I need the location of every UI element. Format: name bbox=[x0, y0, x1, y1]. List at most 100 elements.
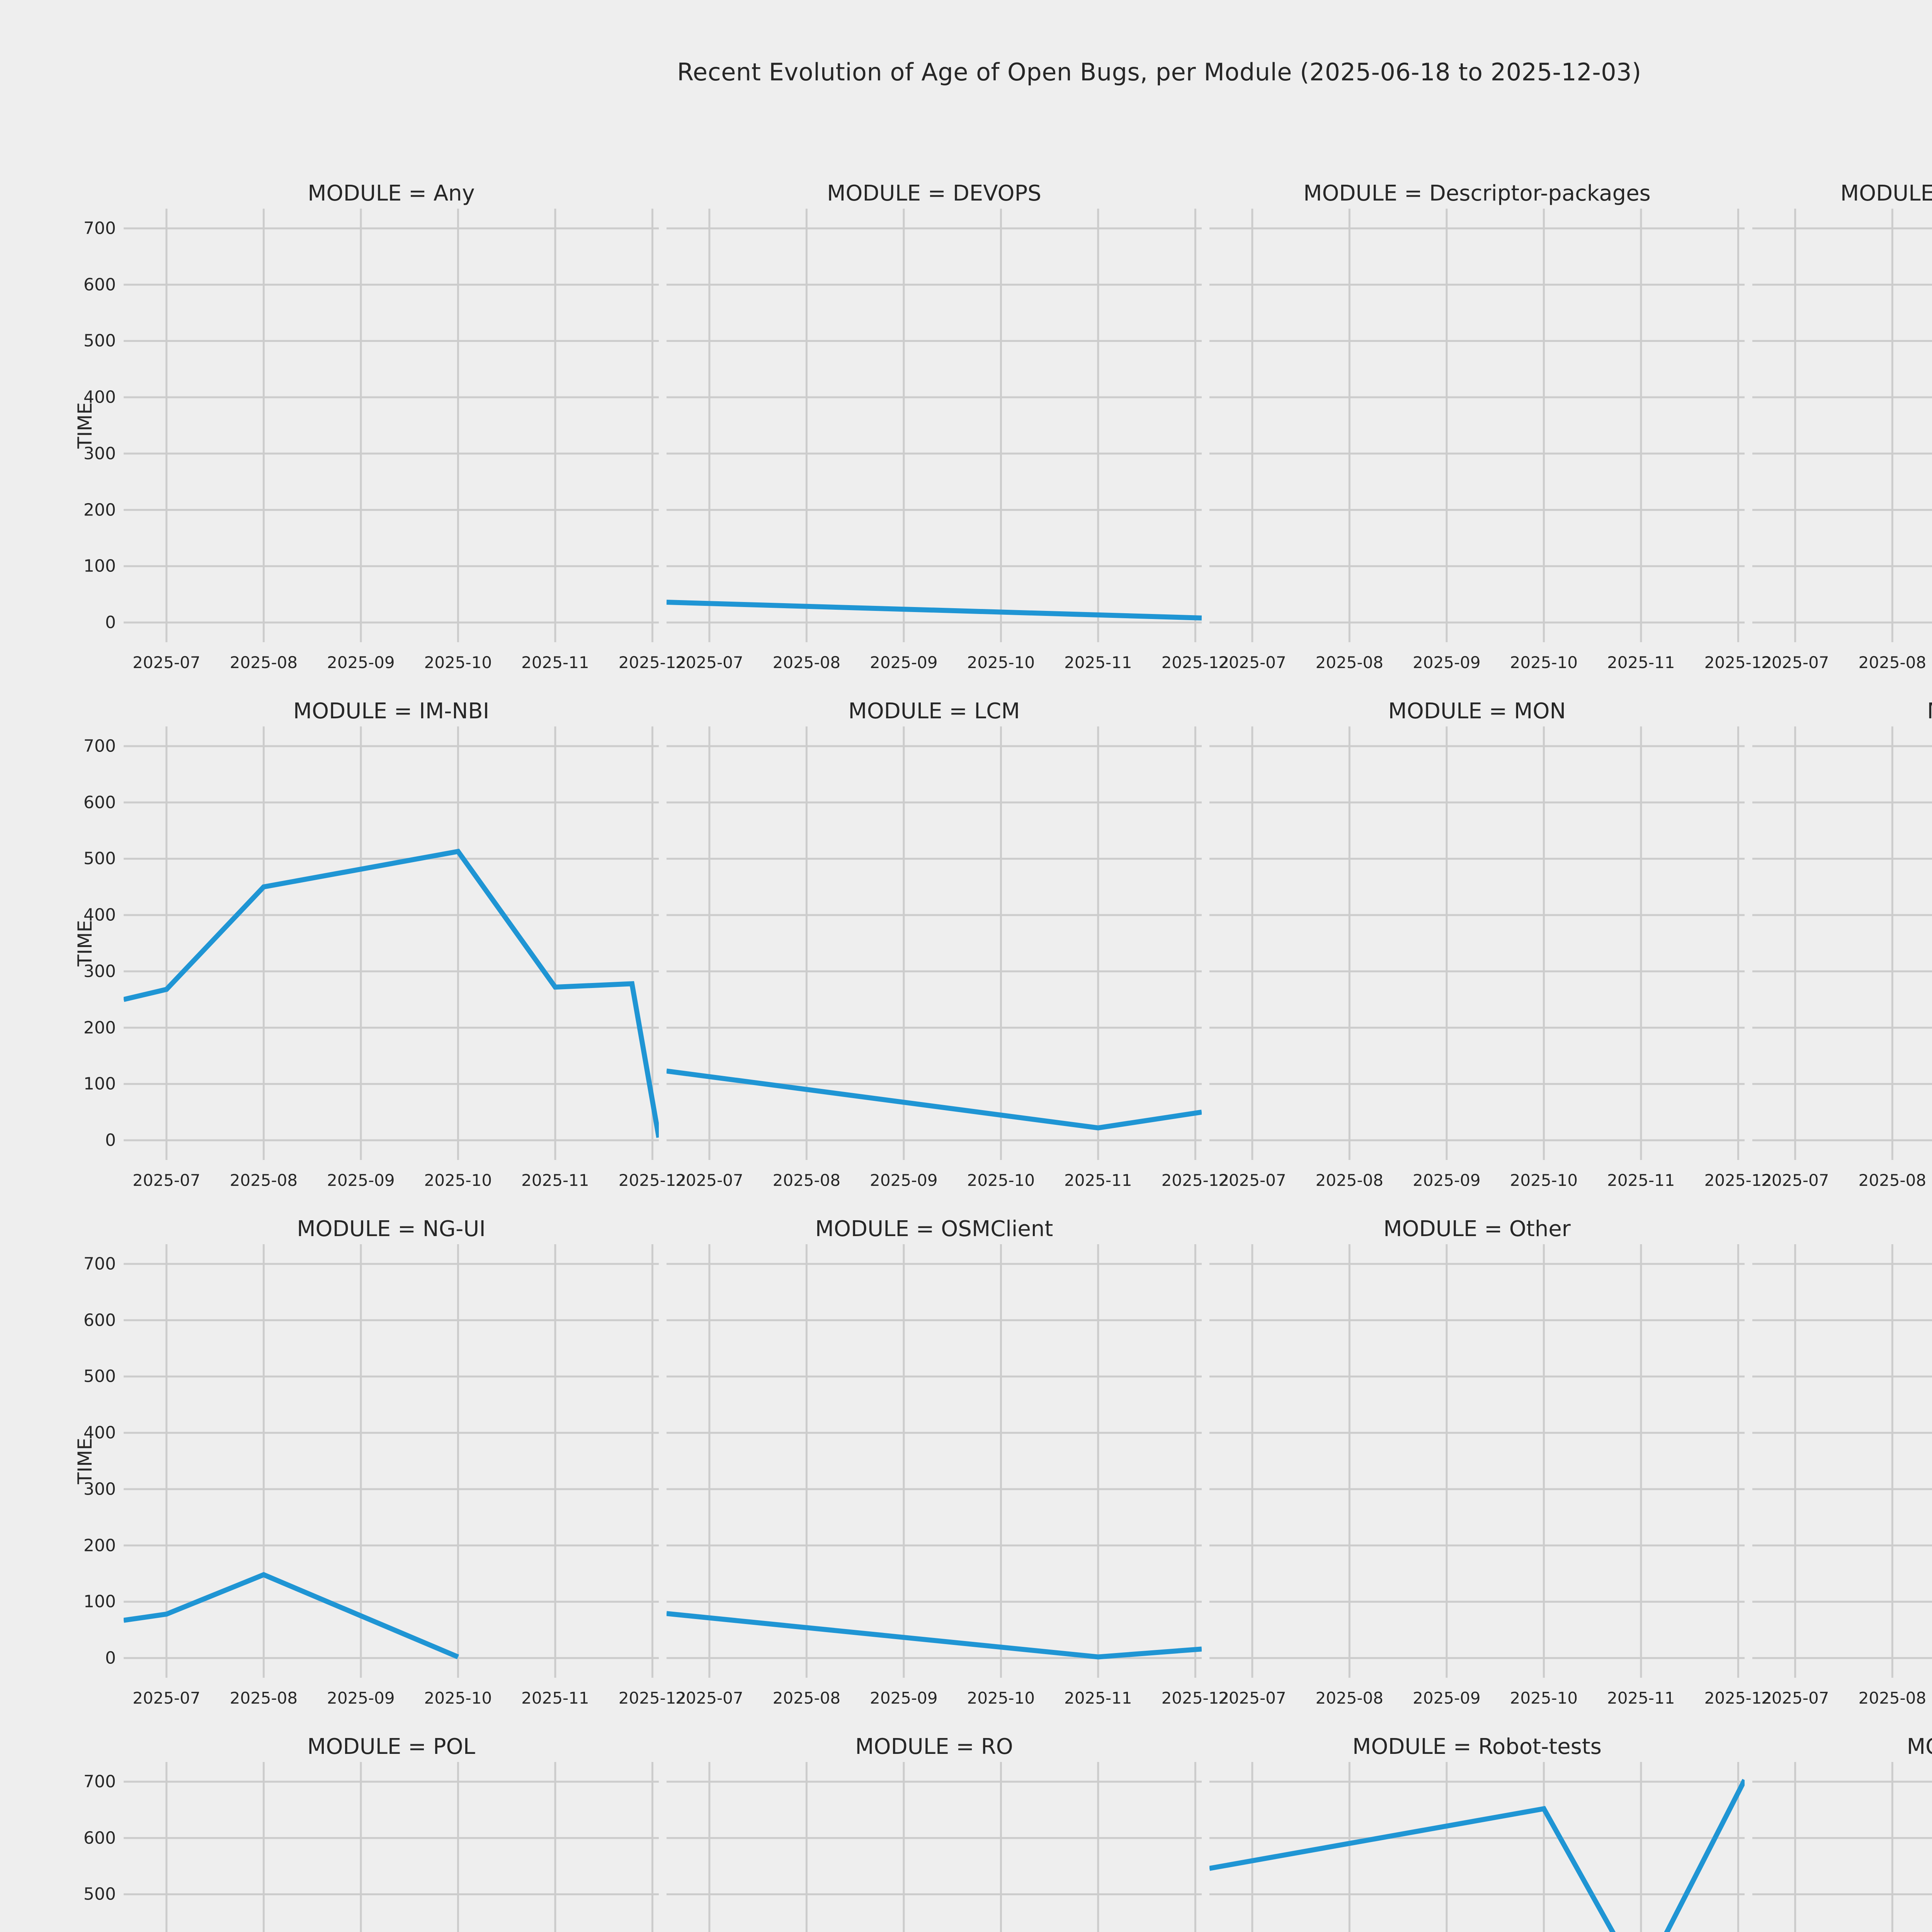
subplot-title: MODULE = N2VC bbox=[1752, 699, 1932, 724]
x-tick-label: 2025-09 bbox=[870, 1689, 938, 1708]
x-tick-label: 2025-07 bbox=[1218, 653, 1286, 672]
x-tick-label: 2025-10 bbox=[424, 1171, 492, 1190]
x-tick-label: 2025-11 bbox=[1064, 1689, 1132, 1708]
x-tick-label: 2025-07 bbox=[1761, 1689, 1829, 1708]
plot-area bbox=[1209, 726, 1745, 1160]
y-tick-label: 300 bbox=[83, 1479, 116, 1499]
y-tick-label: 200 bbox=[83, 1536, 116, 1556]
x-tick-label: 2025-11 bbox=[1607, 1689, 1675, 1708]
subplot-title: MODULE = DEVOPS bbox=[827, 181, 1041, 206]
x-tick-label: 2025-12 bbox=[618, 1689, 687, 1708]
x-tick-label: 2025-11 bbox=[1607, 653, 1675, 672]
subplot-title: MODULE = OSMClient bbox=[815, 1216, 1053, 1242]
x-tick-label: 2025-08 bbox=[1858, 653, 1927, 672]
y-tick-label: 600 bbox=[83, 275, 116, 295]
x-tick-label: 2025-10 bbox=[424, 1689, 492, 1708]
x-tick-label: 2025-09 bbox=[327, 1689, 395, 1708]
subplot-title: MODULE = Robot-tests bbox=[1352, 1734, 1602, 1759]
y-tick-label: 500 bbox=[83, 1884, 116, 1904]
y-tick-label: 100 bbox=[83, 1592, 116, 1612]
x-tick-label: 2025-08 bbox=[1858, 1171, 1927, 1190]
y-tick-label: 600 bbox=[83, 1310, 116, 1330]
plot-area bbox=[124, 726, 659, 1160]
subplot-title: MODULE = Documentation / Wiki bbox=[1840, 181, 1932, 206]
y-tick-label: 100 bbox=[83, 556, 116, 576]
y-axis-label: TIME bbox=[74, 1901, 96, 1932]
plot-area bbox=[1752, 209, 1932, 642]
data-line bbox=[1209, 1779, 1745, 1932]
plot-area bbox=[1752, 726, 1932, 1160]
plot-area bbox=[667, 1244, 1202, 1678]
plot-area bbox=[1209, 1244, 1745, 1678]
plot-area bbox=[124, 1244, 659, 1678]
x-tick-label: 2025-08 bbox=[1858, 1689, 1927, 1708]
x-tick-label: 2025-11 bbox=[521, 653, 589, 672]
plot-area bbox=[667, 726, 1202, 1160]
data-line bbox=[124, 1572, 459, 1660]
y-tick-label: 300 bbox=[83, 961, 116, 981]
subplot-title: MODULE = PLA bbox=[1752, 1216, 1932, 1242]
y-tick-label: 100 bbox=[83, 1074, 116, 1094]
x-tick-label: 2025-08 bbox=[1315, 1689, 1384, 1708]
data-line bbox=[667, 1611, 1202, 1660]
x-tick-label: 2025-09 bbox=[1413, 1689, 1481, 1708]
x-tick-label: 2025-10 bbox=[1510, 1171, 1578, 1190]
subplot-title: MODULE = Unknown bbox=[1906, 1734, 1932, 1759]
x-tick-label: 2025-11 bbox=[1064, 1171, 1132, 1190]
y-tick-label: 700 bbox=[83, 1254, 116, 1274]
x-tick-label: 2025-10 bbox=[967, 1689, 1035, 1708]
y-tick-label: 0 bbox=[105, 1130, 116, 1150]
x-tick-label: 2025-09 bbox=[870, 653, 938, 672]
plot-area bbox=[667, 1762, 1202, 1932]
x-tick-label: 2025-12 bbox=[1161, 653, 1230, 672]
y-tick-label: 200 bbox=[83, 1018, 116, 1038]
figure-title: Recent Evolution of Age of Open Bugs, pe… bbox=[677, 58, 1641, 86]
x-tick-label: 2025-10 bbox=[967, 653, 1035, 672]
x-tick-label: 2025-09 bbox=[327, 1171, 395, 1190]
x-tick-label: 2025-10 bbox=[967, 1171, 1035, 1190]
y-tick-label: 0 bbox=[105, 612, 116, 633]
x-tick-label: 2025-07 bbox=[675, 1171, 743, 1190]
subplot-title: MODULE = POL bbox=[307, 1734, 475, 1759]
subplot-title: MODULE = Other bbox=[1383, 1216, 1571, 1242]
y-tick-label: 700 bbox=[83, 1772, 116, 1792]
y-tick-label: 700 bbox=[83, 218, 116, 238]
x-tick-label: 2025-08 bbox=[230, 1689, 298, 1708]
plot-area bbox=[1209, 1762, 1745, 1932]
y-tick-label: 500 bbox=[83, 849, 116, 869]
x-tick-label: 2025-12 bbox=[1161, 1171, 1230, 1190]
x-tick-label: 2025-11 bbox=[1607, 1171, 1675, 1190]
x-tick-label: 2025-08 bbox=[1315, 653, 1384, 672]
y-axis-label: TIME bbox=[74, 920, 96, 967]
plot-area bbox=[124, 209, 659, 642]
plot-area bbox=[124, 1762, 659, 1932]
x-tick-label: 2025-12 bbox=[1704, 653, 1772, 672]
subplot-title: MODULE = RO bbox=[855, 1734, 1013, 1759]
x-tick-label: 2025-08 bbox=[772, 1171, 841, 1190]
subplot-title: MODULE = IM-NBI bbox=[293, 699, 490, 724]
x-tick-label: 2025-07 bbox=[675, 1689, 743, 1708]
x-tick-label: 2025-07 bbox=[133, 1689, 201, 1708]
x-tick-label: 2025-10 bbox=[424, 653, 492, 672]
subplot-title: MODULE = Any bbox=[308, 181, 475, 206]
y-tick-label: 700 bbox=[83, 736, 116, 756]
y-axis-label: TIME bbox=[74, 402, 96, 449]
x-tick-label: 2025-07 bbox=[133, 1171, 201, 1190]
plot-area bbox=[667, 209, 1202, 642]
x-tick-label: 2025-08 bbox=[772, 1689, 841, 1708]
x-tick-label: 2025-12 bbox=[1704, 1689, 1772, 1708]
y-tick-label: 0 bbox=[105, 1648, 116, 1668]
x-tick-label: 2025-12 bbox=[1161, 1689, 1230, 1708]
x-tick-label: 2025-07 bbox=[675, 653, 743, 672]
x-tick-label: 2025-12 bbox=[1704, 1171, 1772, 1190]
plot-area bbox=[1752, 1762, 1932, 1932]
x-tick-label: 2025-08 bbox=[230, 1171, 298, 1190]
x-tick-label: 2025-11 bbox=[521, 1171, 589, 1190]
x-tick-label: 2025-08 bbox=[230, 653, 298, 672]
y-tick-label: 600 bbox=[83, 1828, 116, 1848]
y-tick-label: 400 bbox=[83, 387, 116, 407]
x-tick-label: 2025-12 bbox=[618, 1171, 687, 1190]
x-tick-label: 2025-10 bbox=[1510, 1689, 1578, 1708]
x-tick-label: 2025-09 bbox=[870, 1171, 938, 1190]
